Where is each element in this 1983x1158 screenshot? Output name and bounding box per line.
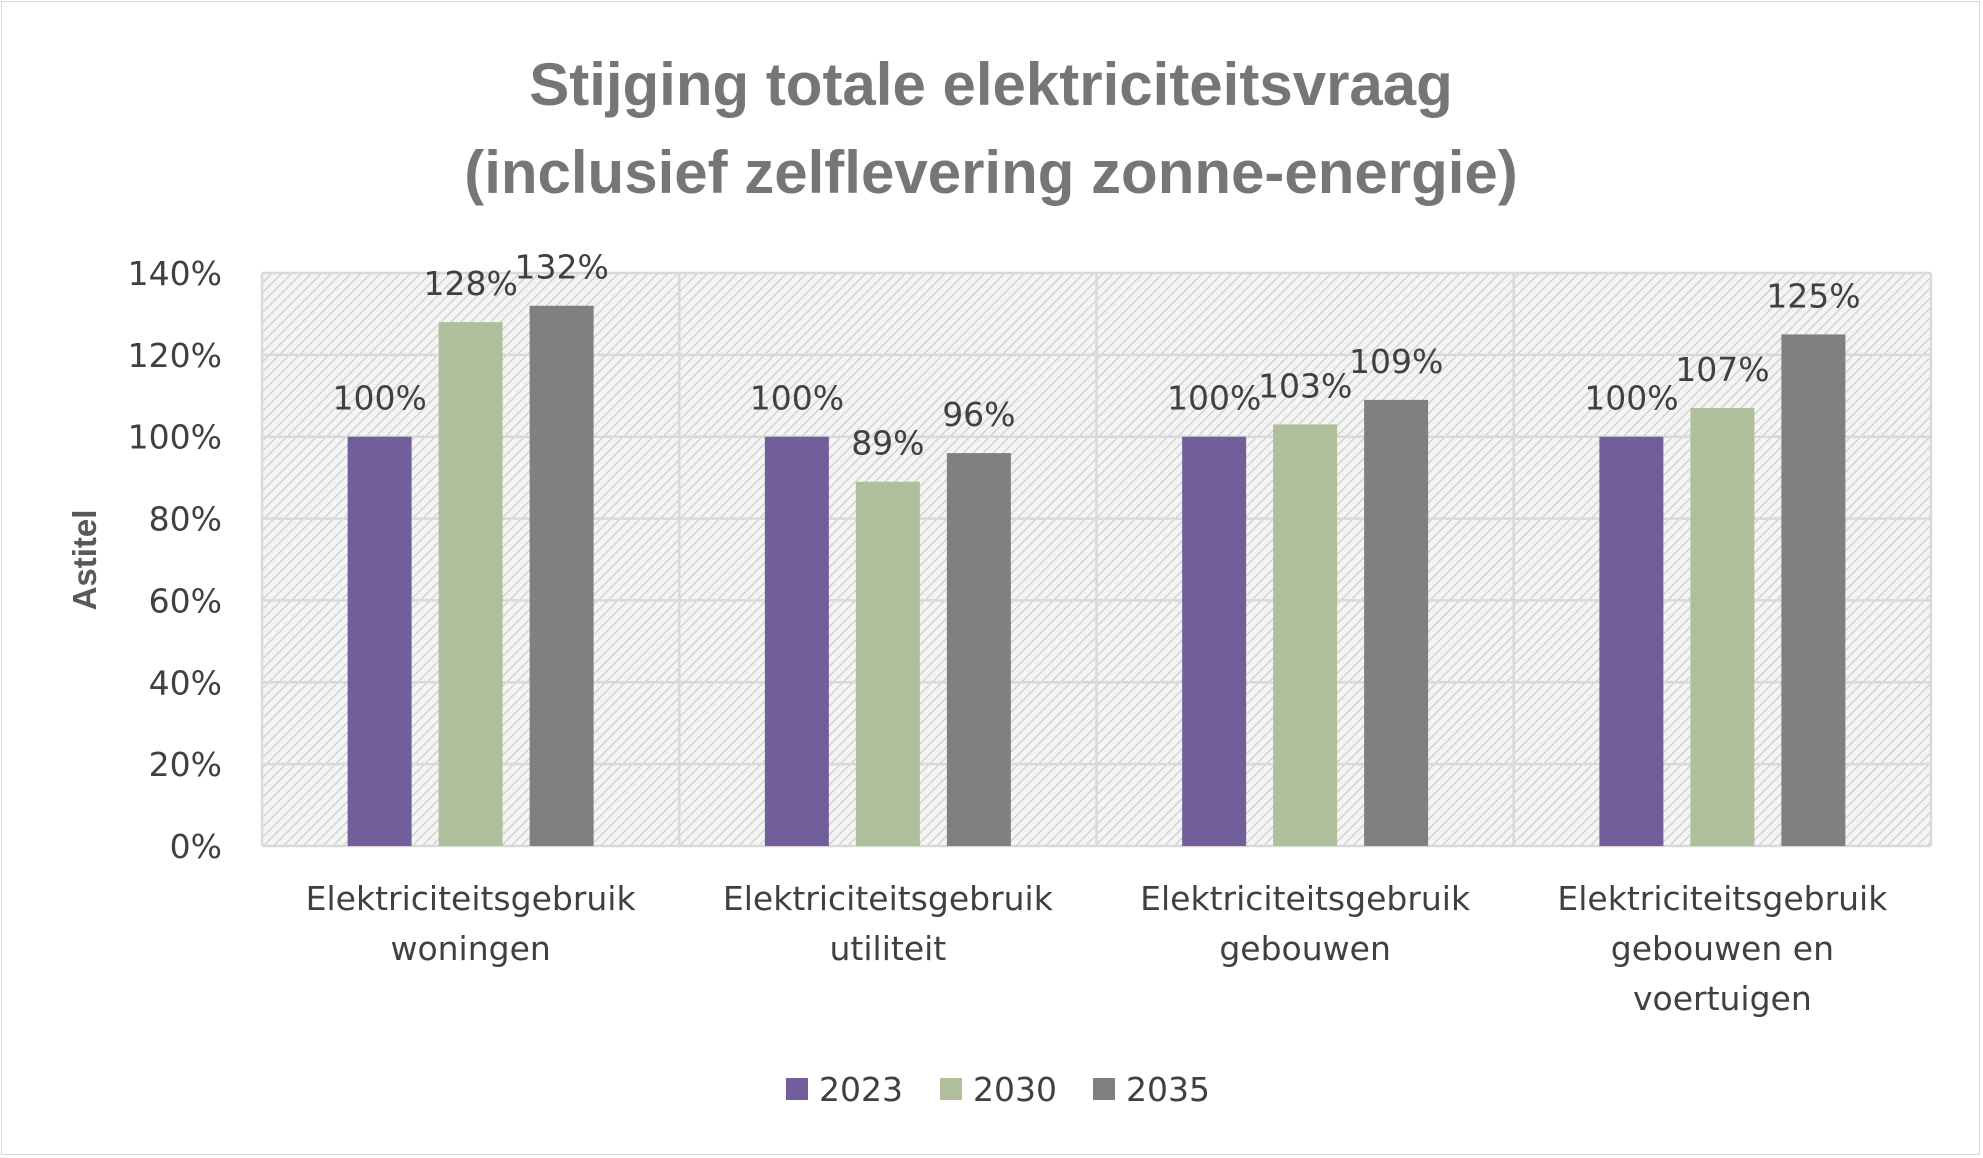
bar-2035 xyxy=(529,305,594,846)
data-label: 125% xyxy=(1766,276,1860,315)
bar-2023 xyxy=(1599,436,1664,846)
category-label: gebouwen xyxy=(1219,929,1391,968)
data-label: 96% xyxy=(942,395,1015,434)
category-label: Elektriciteitsgebruik xyxy=(723,879,1054,918)
y-tick-label: 40% xyxy=(149,663,222,702)
bar-2035 xyxy=(946,453,1011,846)
data-label: 107% xyxy=(1675,350,1769,389)
legend-label: 2035 xyxy=(1126,1070,1210,1109)
bar-2030 xyxy=(438,322,503,847)
y-axis-ticks: 0% 20% 40% 60% 80% 100% 120% 140% xyxy=(128,254,222,866)
category-label: voertuigen xyxy=(1633,979,1812,1018)
legend-swatch-2030 xyxy=(940,1078,962,1100)
chart-title-line-1: Stijging totale elektriciteitsvraag xyxy=(529,51,1453,118)
category-labels: Elektriciteitsgebruik woningen Elektricite… xyxy=(306,879,1889,1018)
legend-label: 2030 xyxy=(973,1070,1057,1109)
chart-title-line-2: (inclusief zelflevering zonne-energie) xyxy=(464,139,1518,206)
legend-label: 2023 xyxy=(819,1070,903,1109)
data-label: 103% xyxy=(1258,366,1352,405)
bar-2023 xyxy=(1182,436,1247,846)
y-tick-label: 20% xyxy=(149,745,222,784)
data-label: 132% xyxy=(514,248,608,287)
bar-2023 xyxy=(347,436,412,846)
y-tick-label: 60% xyxy=(149,581,222,620)
data-label: 100% xyxy=(1167,379,1261,418)
bar-2030 xyxy=(1690,408,1755,846)
legend-swatch-2035 xyxy=(1093,1078,1115,1100)
data-label: 109% xyxy=(1349,342,1443,381)
y-tick-label: 0% xyxy=(170,827,222,866)
bar-2035 xyxy=(1364,399,1429,846)
category-label: Elektriciteitsgebruik xyxy=(306,879,637,918)
y-axis-title: Astitel xyxy=(66,510,103,611)
legend-swatch-2023 xyxy=(786,1078,808,1100)
bars xyxy=(347,305,1846,847)
category-label: gebouwen en xyxy=(1611,929,1834,968)
data-label: 100% xyxy=(1584,379,1678,418)
data-label: 89% xyxy=(851,424,924,463)
y-tick-label: 80% xyxy=(149,500,222,539)
legend: 2023 2030 2035 xyxy=(786,1070,1210,1109)
bar-2035 xyxy=(1781,334,1846,846)
category-label: woningen xyxy=(390,929,550,968)
category-label: utiliteit xyxy=(830,929,947,968)
y-tick-label: 140% xyxy=(128,254,222,293)
bar-2030 xyxy=(855,481,920,846)
data-label: 100% xyxy=(750,379,844,418)
bar-2030 xyxy=(1273,424,1338,846)
category-label: Elektriciteitsgebruik xyxy=(1557,879,1888,918)
bar-2023 xyxy=(764,436,829,846)
data-labels: 100%128%132%100%89%96% 100%103%109%100%10… xyxy=(332,248,1860,463)
data-label: 100% xyxy=(332,379,426,418)
y-tick-label: 100% xyxy=(128,418,222,457)
category-label: Elektriciteitsgebruik xyxy=(1140,879,1471,918)
y-tick-label: 120% xyxy=(128,336,222,375)
data-label: 128% xyxy=(423,264,517,303)
